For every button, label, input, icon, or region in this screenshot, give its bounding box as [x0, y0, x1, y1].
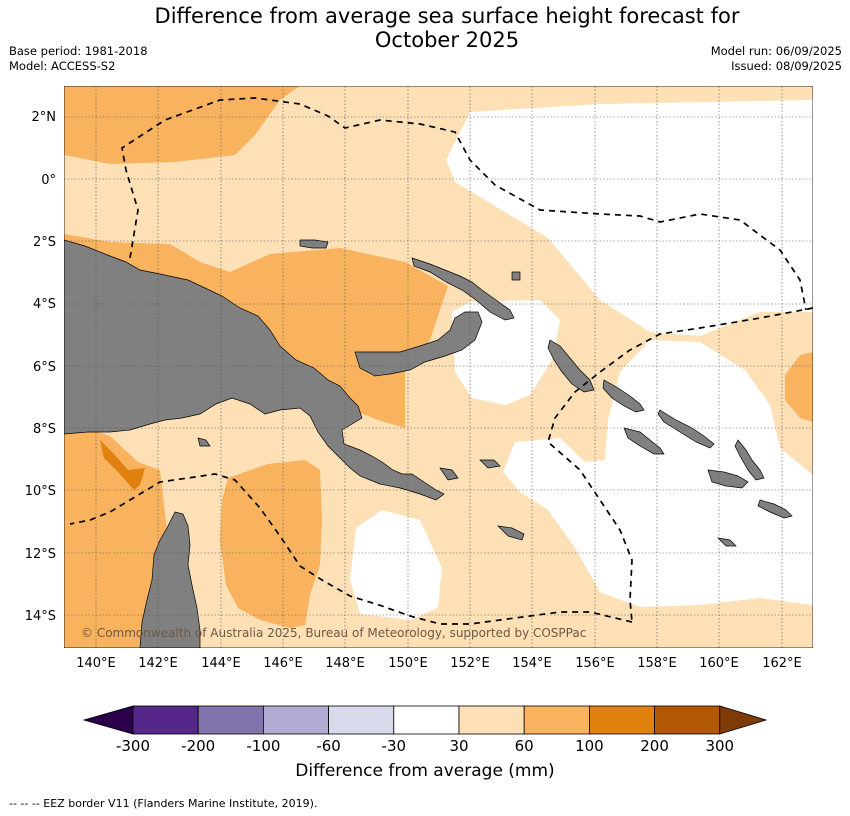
- colorbar-tick-label: 30: [449, 737, 468, 755]
- manus-island: [299, 239, 329, 249]
- bougainville-island: [547, 339, 595, 393]
- colorbar-tick-label: -30: [382, 737, 407, 755]
- lon-label: 158°E: [637, 656, 677, 671]
- graticule: [64, 86, 813, 648]
- neutral-region-coral-sea: [350, 510, 442, 620]
- colorbar-tick-label: -200: [181, 737, 215, 755]
- cape-york-peninsula: [139, 511, 201, 648]
- lon-label: 154°E: [512, 656, 552, 671]
- latitude-labels: 2°N 0° 2°S 4°S 6°S 8°S 10°S 12°S 14°S: [25, 110, 56, 624]
- lat-label: 0°: [41, 173, 56, 188]
- issued-date: Issued: 08/09/2025: [731, 59, 842, 73]
- colorbar-segment: [589, 705, 656, 735]
- lon-label: 156°E: [575, 656, 615, 671]
- lon-label: 142°E: [138, 656, 178, 671]
- guadalcanal-island: [707, 469, 749, 489]
- colorbar-label: Difference from average (mm): [295, 761, 555, 781]
- title-line-2: October 2025: [374, 28, 520, 52]
- band-60-100-north: [64, 86, 300, 164]
- colorbar-segment: [458, 705, 525, 735]
- band-60-100-east: [785, 352, 813, 422]
- colorbar-tick-label: 60: [515, 737, 534, 755]
- colorbar-extend-low: [82, 705, 134, 735]
- colorbar-segment: [328, 705, 395, 735]
- land-masses: [64, 239, 793, 648]
- colorbar-segment: [132, 705, 199, 735]
- colorbar-tick-label: -60: [316, 737, 341, 755]
- lat-label: 12°S: [25, 547, 56, 562]
- santa-isabel-island: [657, 409, 715, 449]
- lon-label: 152°E: [450, 656, 490, 671]
- colorbar: -300 -200 -100 -60 -30 30 60 100 200 300: [82, 705, 768, 755]
- band-60-100-coral: [220, 460, 322, 628]
- lon-label: 162°E: [762, 656, 802, 671]
- colorbar-segment: [393, 705, 460, 735]
- copyright-text: © Commonwealth of Australia 2025, Bureau…: [81, 626, 586, 640]
- meta-left: Base period: 1981-2018 Model: ACCESS-S2: [9, 44, 148, 74]
- lat-label: 8°S: [33, 422, 56, 437]
- lon-label: 144°E: [201, 656, 241, 671]
- eez-legend-text: -- -- -- EEZ border V11 (Flanders Marine…: [9, 797, 318, 810]
- louisiade-archipelago: [497, 525, 525, 541]
- lon-label: 140°E: [76, 656, 116, 671]
- colorbar-extend-high: [719, 705, 768, 735]
- colorbar-segment: [654, 705, 721, 735]
- eez-border: [69, 97, 813, 625]
- neutral-region-north-east: [446, 100, 813, 336]
- neutral-region-central-south: [503, 340, 813, 607]
- lon-label: 148°E: [325, 656, 365, 671]
- colorbar-tick-label: 300: [705, 737, 734, 755]
- lat-label: 10°S: [25, 484, 56, 499]
- colorbar-segment: [262, 705, 329, 735]
- torres-strait-islet: [197, 437, 211, 447]
- lat-label: 2°N: [32, 110, 57, 125]
- colorbar-tick-label: 100: [575, 737, 604, 755]
- lat-label: 2°S: [33, 235, 56, 250]
- longitude-labels: 140°E 142°E 144°E 146°E 148°E 150°E 152°…: [76, 656, 802, 671]
- colorbar-segment: [523, 705, 590, 735]
- lihir-islet: [511, 271, 521, 281]
- lon-label: 160°E: [699, 656, 739, 671]
- meta-right: Model run: 06/09/2025 Issued: 08/09/2025: [711, 44, 842, 74]
- model-run: Model run: 06/09/2025: [710, 44, 842, 58]
- makira-island: [757, 499, 793, 519]
- lat-label: 14°S: [25, 609, 56, 624]
- lat-label: 4°S: [33, 297, 56, 312]
- new-britain-island: [354, 311, 483, 377]
- dentrecasteaux-islands: [439, 467, 459, 481]
- trobriand-islands: [479, 459, 501, 469]
- colorbar-tick-label: 200: [640, 737, 669, 755]
- rennell-island: [716, 537, 737, 547]
- base-period: Base period: 1981-2018: [9, 44, 148, 58]
- malaita-island: [734, 439, 765, 481]
- map-title: Difference from average sea surface heig…: [0, 4, 850, 52]
- title-line-1: Difference from average sea surface heig…: [154, 4, 740, 28]
- colorbar-tick-label: -100: [246, 737, 280, 755]
- model-name: Model: ACCESS-S2: [9, 59, 116, 73]
- new-ireland-island: [411, 257, 515, 321]
- map-plot-area: [64, 86, 813, 648]
- lat-label: 6°S: [33, 360, 56, 375]
- colorbar-segment: [197, 705, 264, 735]
- new-georgia-islands: [623, 427, 665, 455]
- choiseul-island: [602, 379, 645, 413]
- lon-label: 146°E: [263, 656, 303, 671]
- new-guinea-landmass: [64, 239, 445, 501]
- band-100-200-gulf: [100, 440, 145, 490]
- colorbar-tick-label: -300: [116, 737, 150, 755]
- lon-label: 150°E: [388, 656, 428, 671]
